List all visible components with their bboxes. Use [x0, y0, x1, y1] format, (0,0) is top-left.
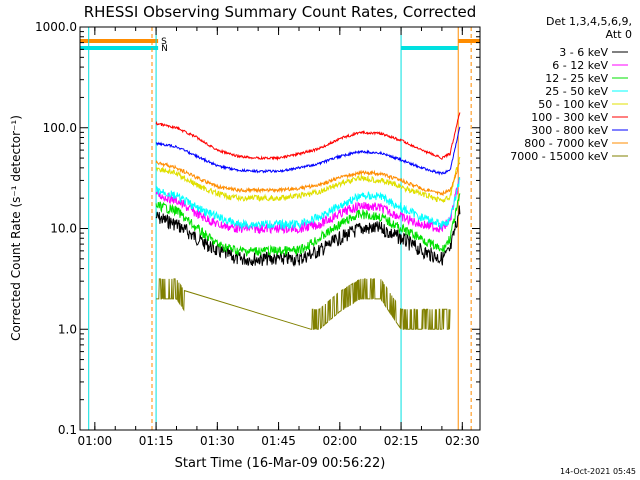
series-trace-3 [155, 177, 461, 231]
chart-title: RHESSI Observing Summary Count Rates, Co… [84, 3, 477, 21]
legend-label: 300 - 800 keV [531, 124, 608, 137]
flag-bar-s [458, 39, 480, 43]
x-tick-label: 02:30 [445, 434, 480, 448]
y-tick-label: 1000.0 [35, 20, 77, 34]
data-series [155, 112, 461, 330]
x-tick-label: 02:00 [323, 434, 358, 448]
legend-label: 12 - 25 keV [545, 72, 608, 85]
flag-label-n: N [161, 44, 168, 54]
legend-label: 7000 - 15000 keV [510, 150, 608, 163]
series-trace-6 [155, 126, 461, 176]
flag-label-s: S [161, 37, 167, 47]
series-trace-0 [155, 205, 461, 268]
x-tick-label: 01:30 [200, 434, 235, 448]
flag-bar-n [80, 46, 159, 50]
legend-label: 800 - 7000 keV [524, 137, 608, 150]
legend-title-line1: Det 1,3,4,5,6,9, [546, 15, 632, 28]
y-tick-label: 0.1 [58, 423, 77, 437]
series-trace-7 [155, 160, 461, 197]
legend-label: 3 - 6 keV [559, 46, 608, 59]
y-tick-label: 10.0 [50, 222, 77, 236]
series-trace-1 [155, 176, 461, 235]
x-tick-label: 02:15 [384, 434, 419, 448]
x-tick-label: 01:00 [78, 434, 113, 448]
legend-title-line2: Att 0 [606, 28, 632, 41]
y-axis-ticks: 0.1 1.0 10.0 100.0 1000.0 [35, 20, 480, 437]
legend-label: 50 - 100 keV [538, 98, 608, 111]
series-trace-8 [156, 278, 451, 330]
footer-timestamp: 14-Oct-2021 05:45 [560, 467, 636, 476]
x-axis-label: Start Time (16-Mar-09 00:56:22) [175, 456, 386, 471]
x-tick-label: 01:15 [139, 434, 174, 448]
x-tick-label: 01:45 [261, 434, 296, 448]
y-tick-label: 100.0 [43, 121, 77, 135]
x-axis-ticks: 01:00 01:15 01:30 01:45 02:00 02:15 02:30 [78, 27, 480, 448]
legend-label: 100 - 300 keV [531, 111, 608, 124]
series-trace-2 [155, 193, 461, 257]
series-trace-4 [155, 156, 461, 203]
y-axis-label: Corrected Count Rate (s⁻¹ detector⁻¹) [9, 115, 23, 341]
series-trace-5 [155, 112, 461, 162]
legend-label: 6 - 12 keV [552, 59, 608, 72]
flag-bar-s [80, 39, 159, 43]
flag-bar-n [401, 46, 459, 50]
vertical-markers [88, 27, 472, 430]
y-tick-label: 1.0 [58, 322, 77, 336]
legend-label: 25 - 50 keV [545, 85, 608, 98]
flag-bars: SN [80, 37, 480, 54]
